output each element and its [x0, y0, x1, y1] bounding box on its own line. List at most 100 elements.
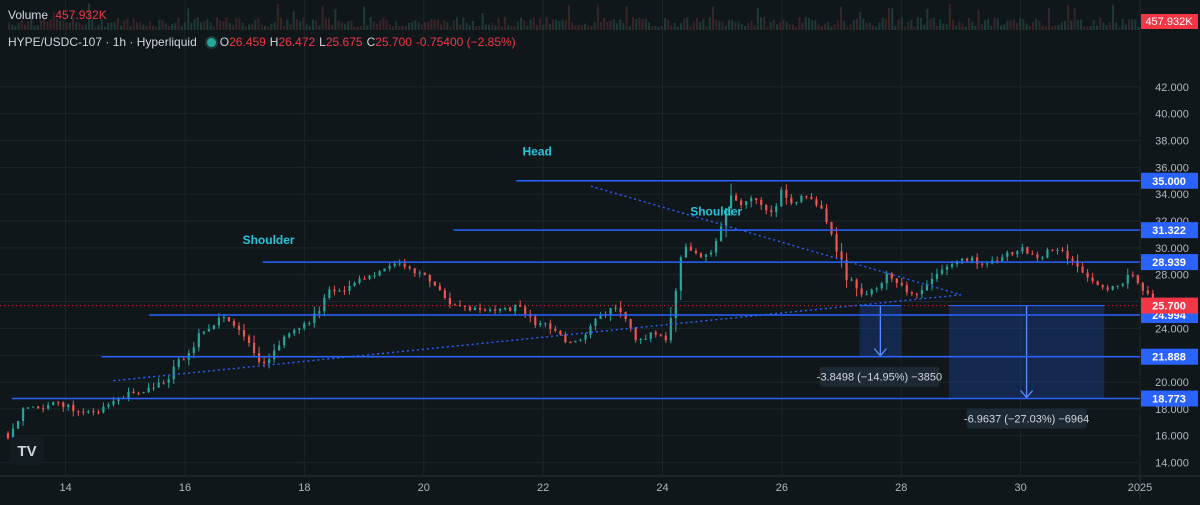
- volume-bar: [625, 5, 628, 31]
- volume-bar: [443, 19, 446, 30]
- volume-bar: [1012, 19, 1015, 30]
- candle-body: [694, 250, 698, 254]
- candle-body: [353, 282, 356, 286]
- volume-bar: [609, 20, 612, 30]
- candle-body: [729, 195, 733, 209]
- candle-body: [97, 411, 100, 413]
- volume-bar: [1006, 20, 1009, 30]
- volume-bar: [472, 21, 474, 30]
- candle-body: [1096, 281, 1099, 286]
- volume-bar: [529, 19, 532, 30]
- volume-bar: [104, 26, 106, 30]
- candle-body: [724, 208, 728, 227]
- level-price-label: 31.322: [1152, 225, 1186, 237]
- candle-body: [890, 273, 893, 279]
- volume-bar: [436, 19, 439, 30]
- candle-body: [142, 391, 145, 394]
- volume-bar: [91, 19, 94, 30]
- x-tick-label: 2025: [1128, 482, 1152, 494]
- x-tick-label: 22: [537, 482, 549, 494]
- volume-bar: [545, 17, 548, 30]
- volume-bar: [1137, 26, 1140, 30]
- candle-body: [47, 405, 50, 409]
- volume-bar: [811, 20, 814, 30]
- candle-body: [930, 278, 934, 285]
- volume-bar: [408, 22, 410, 30]
- volume-bar: [65, 22, 68, 30]
- candle-body: [1066, 250, 1069, 259]
- volume-bar: [600, 21, 602, 30]
- volume-bar: [932, 17, 935, 30]
- candle-body: [1151, 293, 1154, 301]
- volume-bar: [286, 19, 289, 30]
- candle-body: [127, 391, 130, 398]
- level-price-badge: [1141, 254, 1198, 271]
- volume-bar: [481, 12, 484, 30]
- volume-bar: [504, 17, 506, 30]
- x-tick-label: 20: [418, 482, 430, 494]
- candle-body: [77, 411, 80, 413]
- candle-body: [87, 411, 90, 413]
- volume-bar: [56, 18, 58, 30]
- volume-bar: [308, 25, 311, 30]
- volume-bar: [289, 24, 292, 30]
- volume-bar: [740, 24, 743, 30]
- volume-bar: [1035, 18, 1038, 30]
- volume-bar: [398, 26, 401, 30]
- candle-body: [840, 251, 843, 261]
- volume-bar: [964, 26, 967, 30]
- volume-bar: [401, 25, 404, 30]
- volume-bar: [801, 22, 804, 30]
- volume-bar: [654, 25, 657, 30]
- candle-body: [820, 205, 823, 209]
- volume-bar: [731, 20, 734, 30]
- volume-bar: [696, 17, 698, 30]
- volume-bar: [523, 20, 526, 30]
- volume-bars: [8, 3, 1140, 31]
- volume-bar: [699, 21, 702, 30]
- volume-bar: [1108, 22, 1111, 30]
- trendline: [113, 294, 962, 382]
- candle-body: [252, 342, 256, 354]
- candle-body: [594, 318, 597, 326]
- candle-body: [960, 258, 964, 261]
- candle-body: [765, 204, 768, 211]
- volume-bar: [254, 19, 257, 30]
- symbol-legend[interactable]: HYPE/USDC-107 · 1h · Hyperliquid O26.459 H…: [8, 35, 520, 49]
- y-tick-label: 14.000: [1155, 458, 1189, 470]
- volume-bar: [952, 19, 954, 30]
- candle-body: [684, 246, 687, 258]
- candle-body: [870, 289, 873, 295]
- volume-bar: [507, 24, 510, 30]
- volume-bar: [497, 18, 500, 30]
- symbol-title[interactable]: HYPE/USDC-107 · 1h · Hyperliquid: [8, 35, 197, 49]
- volume-bar: [142, 24, 145, 30]
- volume-bar: [939, 19, 942, 30]
- volume-bar: [68, 22, 71, 30]
- candle-body: [408, 266, 411, 269]
- y-tick-label: 34.000: [1155, 189, 1189, 201]
- volume-bar: [744, 26, 746, 30]
- volume-bar: [264, 25, 266, 30]
- candle-body: [323, 297, 326, 312]
- volume-bar: [232, 24, 234, 30]
- volume-bar: [881, 17, 884, 30]
- candle-body: [423, 272, 426, 276]
- volume-bar: [81, 24, 84, 30]
- volume-bar: [788, 24, 791, 30]
- volume-bar: [161, 19, 164, 30]
- candle-body: [438, 285, 441, 291]
- candle-body: [443, 290, 446, 298]
- volume-bar: [1003, 24, 1006, 30]
- candle-body: [453, 304, 457, 306]
- candle-body: [212, 325, 215, 329]
- volume-bar: [494, 25, 497, 30]
- volume-bar: [897, 19, 900, 30]
- tradingview-logo-icon[interactable]: TV: [10, 437, 44, 465]
- volume-bar: [491, 23, 494, 30]
- volume-bar: [347, 21, 350, 30]
- volume-bar: [46, 21, 49, 30]
- volume-bar: [872, 25, 874, 30]
